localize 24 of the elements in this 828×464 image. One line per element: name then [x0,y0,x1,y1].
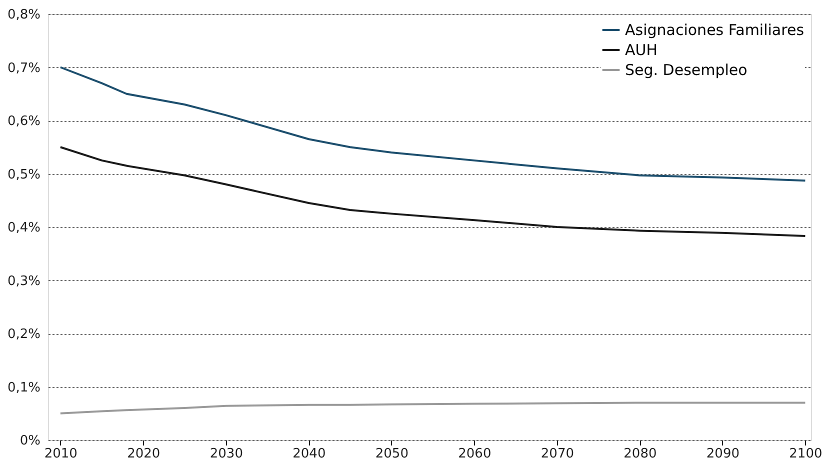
line-series [59,402,806,414]
x-tick-label: 2080 [624,446,657,462]
x-tick-label: 2010 [44,446,78,462]
y-tick-label: 0,4% [7,220,40,236]
y-tick-label: 0,6% [7,114,40,129]
legend-label: AUH [625,41,658,59]
line-series [59,146,806,238]
y-tick-label: 0,5% [7,167,40,182]
x-tick-label: 2060 [458,446,492,462]
legend-label: Asignaciones Familiares [625,21,804,39]
y-tick-label: 0% [20,434,40,448]
y-tick-label: 0,1% [7,380,40,396]
x-tick-label: 2050 [375,446,408,462]
y-tick-label: 0,8% [7,8,40,22]
x-tick-label: 2030 [210,446,243,462]
x-tick-label: 2040 [292,446,326,462]
x-tick-label: 2090 [706,446,740,462]
y-tick-label: 0,7% [7,60,40,76]
x-tick-label: 2020 [127,446,160,462]
y-tick-label: 0,3% [7,274,40,289]
x-tick-label: 2100 [789,446,822,462]
x-tick-label: 2070 [540,446,574,462]
y-tick-label: 0,2% [7,327,40,342]
legend-label: Seg. Desempleo [625,61,748,79]
